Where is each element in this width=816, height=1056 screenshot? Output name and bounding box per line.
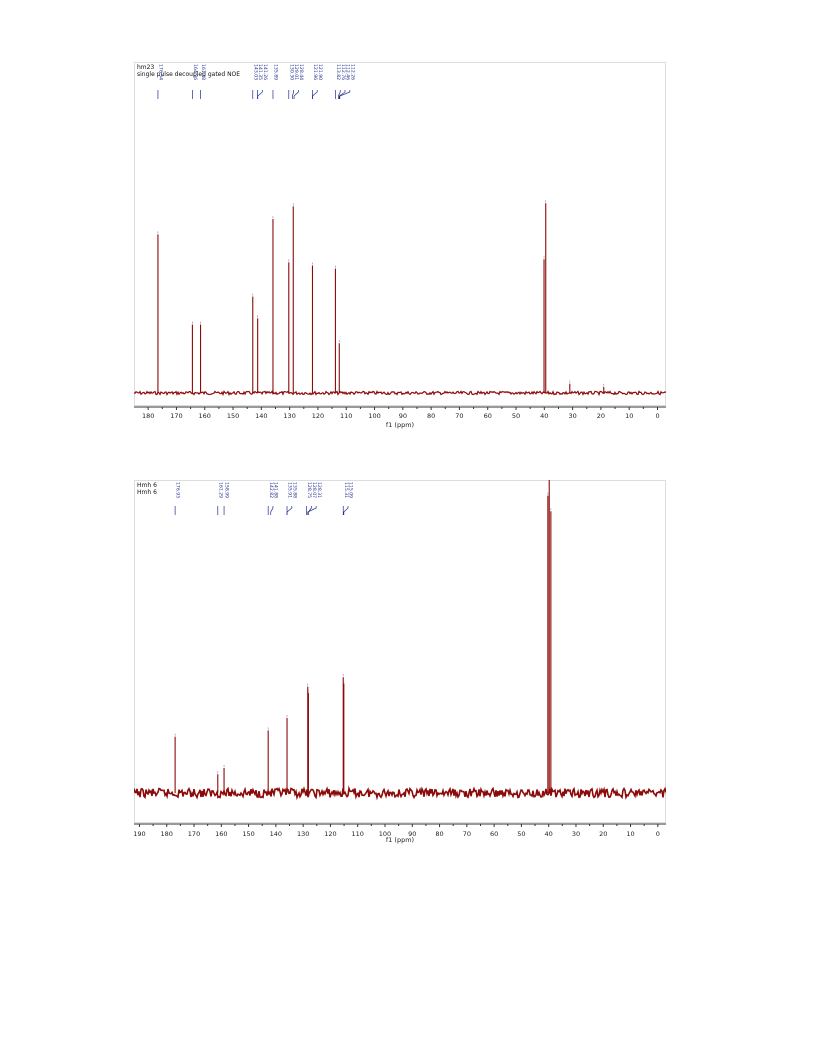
peak-label: 135.88 bbox=[291, 482, 297, 498]
x-axis-label: f1 (ppm) bbox=[386, 836, 414, 844]
peak-label: 141.26 bbox=[262, 64, 268, 80]
spectrum-baseline bbox=[134, 390, 666, 397]
peak-label: 112.46 bbox=[345, 64, 351, 80]
peak-label-connector bbox=[307, 506, 317, 515]
peak-label: 141.35 bbox=[257, 64, 263, 80]
x-tick-label: 180 bbox=[161, 830, 173, 838]
x-tick-label: 10 bbox=[626, 830, 634, 838]
x-tick-label: 110 bbox=[352, 830, 364, 838]
spectrum-title-line-1: Hmh 6 bbox=[137, 482, 157, 489]
peak-label: 128.44 bbox=[298, 64, 304, 80]
x-axis-ticks: 190 180 170 160 150 140 130 120 110 100 90 80 70 60 50… bbox=[134, 824, 660, 838]
peak-markers bbox=[174, 506, 349, 515]
peak-label-connector bbox=[257, 90, 263, 99]
peak-label: 141.88 bbox=[273, 482, 279, 498]
x-tick-label: 90 bbox=[408, 830, 416, 838]
x-tick-label: 140 bbox=[270, 830, 282, 838]
x-tick-label: 0 bbox=[656, 830, 660, 838]
peak-label: 176.54 bbox=[158, 64, 164, 80]
peak-label-connector bbox=[270, 506, 274, 515]
x-tick-label: 80 bbox=[435, 830, 443, 838]
x-axis-ticks: 180 170 160 150 140 130 120 110 100 90 80 70 60 50 40 3… bbox=[142, 407, 660, 420]
spectrum-peaks bbox=[157, 200, 605, 393]
x-tick-label: 30 bbox=[572, 830, 580, 838]
peak-label: 128.07 bbox=[311, 482, 317, 498]
spectrum-title-line-2: single pulse decoupled gated NOE bbox=[137, 71, 240, 78]
x-tick-label: 60 bbox=[490, 830, 498, 838]
peak-label: 121.96 bbox=[312, 64, 318, 80]
peak-label: 112.26 bbox=[349, 64, 355, 80]
peak-label-connector bbox=[312, 90, 318, 99]
peak-label: 158.99 bbox=[224, 482, 230, 498]
peak-label: 161.29 bbox=[217, 482, 223, 498]
peak-label: 115.31 bbox=[343, 482, 349, 498]
peak-label: 113.82 bbox=[335, 64, 341, 80]
peak-label: 164.36 bbox=[192, 64, 198, 80]
x-tick-label: 90 bbox=[399, 412, 407, 420]
x-tick-label: 80 bbox=[427, 412, 435, 420]
peak-label: 128.31 bbox=[316, 482, 322, 498]
peak-label: 112.76 bbox=[340, 64, 346, 80]
x-tick-label: 20 bbox=[599, 830, 607, 838]
x-tick-label: 40 bbox=[540, 412, 548, 420]
x-tick-label: 100 bbox=[379, 830, 391, 838]
peak-labels: 176.93 161.29 158.99 142.82 141.88 135.91 135.… bbox=[175, 482, 354, 498]
x-tick-label: 0 bbox=[655, 412, 659, 420]
x-tick-label: 180 bbox=[142, 412, 154, 420]
peak-label: 161.48 bbox=[200, 64, 206, 80]
x-tick-label: 190 bbox=[134, 830, 146, 838]
x-tick-label: 150 bbox=[242, 830, 254, 838]
x-tick-label: 50 bbox=[517, 830, 525, 838]
x-tick-label: 120 bbox=[312, 412, 324, 420]
spectrum-title-line-1: hm23 bbox=[137, 64, 154, 71]
x-axis-label: f1 (ppm) bbox=[386, 421, 414, 429]
x-tick-label: 160 bbox=[199, 412, 211, 420]
peak-label-connector bbox=[338, 90, 341, 99]
x-tick-label: 130 bbox=[283, 412, 295, 420]
peak-label: 142.82 bbox=[268, 482, 274, 498]
peak-markers bbox=[157, 90, 351, 99]
peak-label: 135.89 bbox=[273, 64, 279, 80]
peak-labels: 176.54 164.36 161.48 143.03 141.35 141.26 135.… bbox=[158, 64, 356, 80]
peak-label-connector bbox=[293, 90, 299, 99]
peak-label: 128.75 bbox=[306, 482, 312, 498]
x-tick-label: 30 bbox=[568, 412, 576, 420]
peak-label-connector bbox=[339, 90, 351, 99]
x-tick-label: 170 bbox=[188, 830, 200, 838]
peak-label-connector bbox=[338, 90, 346, 99]
peak-label-connector bbox=[343, 506, 349, 515]
x-tick-label: 40 bbox=[545, 830, 553, 838]
peak-label: 121.90 bbox=[317, 64, 323, 80]
x-tick-label: 110 bbox=[340, 412, 352, 420]
x-tick-label: 140 bbox=[255, 412, 267, 420]
x-tick-label: 70 bbox=[455, 412, 463, 420]
peak-label: 135.91 bbox=[287, 482, 293, 498]
x-tick-label: 150 bbox=[227, 412, 239, 420]
peak-label: 129.01 bbox=[293, 64, 299, 80]
peak-label-connector bbox=[286, 506, 293, 515]
x-tick-label: 20 bbox=[597, 412, 605, 420]
x-tick-label: 130 bbox=[297, 830, 309, 838]
x-tick-label: 120 bbox=[324, 830, 336, 838]
x-tick-label: 100 bbox=[368, 412, 380, 420]
peak-label: 115.09 bbox=[348, 482, 354, 498]
plot-frame bbox=[134, 62, 666, 406]
spectrum-baseline bbox=[134, 785, 666, 801]
x-tick-label: 160 bbox=[215, 830, 227, 838]
peak-label: 176.93 bbox=[175, 482, 181, 498]
spectrum-1: hm23 single pulse decoupled gated NOE 17… bbox=[134, 62, 666, 429]
peak-label-connector bbox=[308, 506, 312, 515]
spectrum-2: Hmh 6 Hmh 6 176.93 161.29 158.99 142.82 141.… bbox=[134, 480, 666, 844]
spectrum-title-line-2: Hmh 6 bbox=[137, 489, 157, 496]
spectrum-peaks bbox=[174, 480, 552, 793]
peak-label-connector bbox=[292, 90, 294, 99]
x-tick-label: 70 bbox=[463, 830, 471, 838]
peak-label: 143.03 bbox=[252, 64, 258, 80]
plot-frame bbox=[134, 480, 666, 823]
x-tick-label: 60 bbox=[484, 412, 492, 420]
x-tick-label: 10 bbox=[625, 412, 633, 420]
x-tick-label: 50 bbox=[512, 412, 520, 420]
x-tick-label: 170 bbox=[170, 412, 182, 420]
peak-label: 130.30 bbox=[288, 64, 294, 80]
